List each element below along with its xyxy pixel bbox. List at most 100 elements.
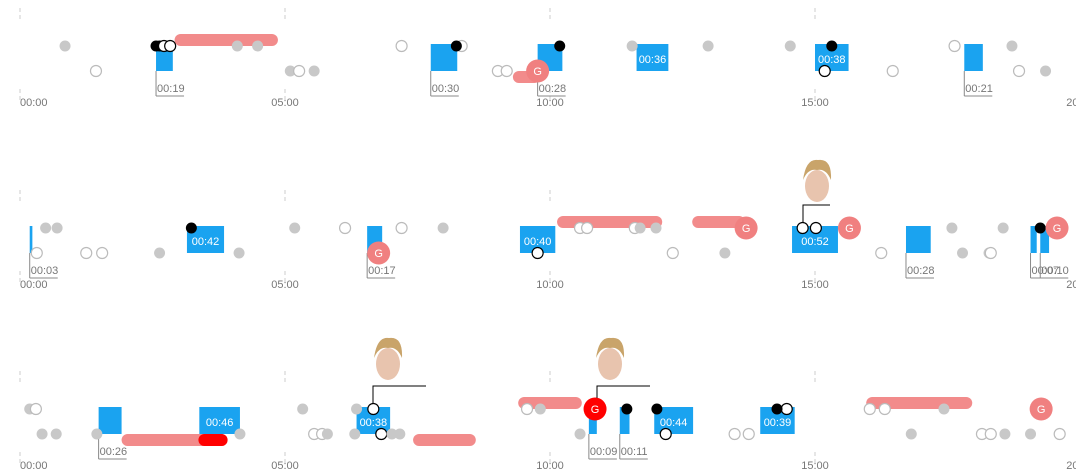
event-dot <box>252 40 264 52</box>
event-dot <box>59 40 71 52</box>
event-dot <box>308 65 320 77</box>
shift-label: 00:39 <box>764 417 792 429</box>
shift <box>1030 226 1037 253</box>
shift-layer: 00:19 00:30 00:28 00:36 00:38 00:21 00:03 00:42… <box>29 44 1069 460</box>
event-dot <box>349 428 361 440</box>
shift <box>98 407 122 434</box>
event-dot <box>651 403 663 415</box>
goal-marker <box>1045 216 1069 240</box>
event-dot <box>554 40 566 52</box>
x-tick-label: 00:00 <box>20 460 48 472</box>
player-photo <box>802 159 832 222</box>
x-tick-label: 05:00 <box>271 460 299 472</box>
event-dot <box>784 40 796 52</box>
shift-label: 00:21 <box>965 83 993 95</box>
event-dot <box>338 221 352 235</box>
goal-marker <box>734 216 758 240</box>
shift <box>1040 226 1050 253</box>
event-dot <box>650 222 662 234</box>
shift-label: 00:40 <box>524 236 552 248</box>
event-dot <box>375 427 388 441</box>
event-dot <box>626 40 638 52</box>
event-dot <box>30 246 43 260</box>
event-dot <box>89 64 103 78</box>
event-dot <box>96 246 109 260</box>
player-photo <box>596 337 650 398</box>
event-dot <box>534 403 546 415</box>
penalty <box>413 434 476 446</box>
shift-label: 00:26 <box>100 446 128 458</box>
event-dot <box>437 222 449 234</box>
shift-label: 00:11 <box>621 446 648 458</box>
event-dot <box>36 428 48 440</box>
event-dot <box>742 427 755 441</box>
goal-marker <box>367 241 391 265</box>
shift-label: 00:09 <box>590 446 618 458</box>
shift-label: 00:52 <box>801 236 829 248</box>
shift <box>588 407 597 434</box>
goal-label: G <box>533 66 542 78</box>
event-dot <box>1040 65 1052 77</box>
event-dot <box>395 39 408 53</box>
event-dot <box>621 403 633 415</box>
penalty <box>692 216 746 228</box>
event-dot <box>297 403 309 415</box>
event-dot <box>818 64 831 78</box>
shift-label: 00:44 <box>660 417 688 429</box>
event-dot <box>984 427 997 441</box>
x-tick-label: 10:00 <box>536 460 564 472</box>
event-dot <box>185 222 197 234</box>
event-dot <box>1012 64 1026 78</box>
track-layer: 00:00 05:00 10:00 15:00 20:00 00:00 05:00 10:00… <box>19 8 1076 472</box>
shift-label: 00:19 <box>157 83 185 95</box>
event-dot <box>351 403 363 415</box>
event-dot <box>394 428 406 440</box>
event-dot <box>886 64 899 78</box>
penalty <box>174 34 278 46</box>
event-dot <box>289 222 301 234</box>
event-dot <box>1034 222 1046 234</box>
event-dot <box>946 222 958 234</box>
event-dot <box>999 428 1011 440</box>
event-dot <box>50 428 62 440</box>
event-dot <box>938 403 950 415</box>
shift-label: 00:03 <box>31 265 59 277</box>
goal-layer: G G G G G G G <box>367 59 1069 421</box>
shift-label: 00:30 <box>432 83 460 95</box>
event-dot <box>40 222 52 234</box>
event-dot <box>796 221 809 235</box>
goal-marker <box>1029 397 1053 421</box>
goal-label: G <box>1053 223 1062 235</box>
x-tick-label: 10:00 <box>536 279 564 291</box>
event-dot <box>702 40 714 52</box>
event-dot <box>659 427 672 441</box>
x-tick-label: 00:00 <box>20 97 48 109</box>
event-dot <box>948 39 961 53</box>
event-dot <box>450 40 462 52</box>
event-dot <box>233 247 245 259</box>
goal-label: G <box>742 223 751 235</box>
event-dot <box>231 40 243 52</box>
event-dot <box>826 40 838 52</box>
shift <box>905 226 931 253</box>
event-dot <box>809 221 822 235</box>
x-tick-label: 15:00 <box>801 460 829 472</box>
event-dot <box>997 222 1009 234</box>
event-dot <box>1006 40 1018 52</box>
goal-label: G <box>591 404 600 416</box>
x-tick-label: 15:00 <box>801 279 829 291</box>
shift <box>199 407 240 434</box>
event-dot <box>531 246 544 260</box>
penalty <box>198 434 228 446</box>
event-dot <box>164 39 177 53</box>
event-dot <box>386 428 398 440</box>
pen-layer <box>121 34 973 446</box>
event-dot <box>780 402 793 416</box>
event-dot <box>29 402 43 416</box>
event-dot <box>321 428 333 440</box>
x-tick-label: 20:00 <box>1066 460 1076 472</box>
event-dot <box>728 427 741 441</box>
goal-marker <box>526 59 550 83</box>
goal-label: G <box>374 248 383 260</box>
